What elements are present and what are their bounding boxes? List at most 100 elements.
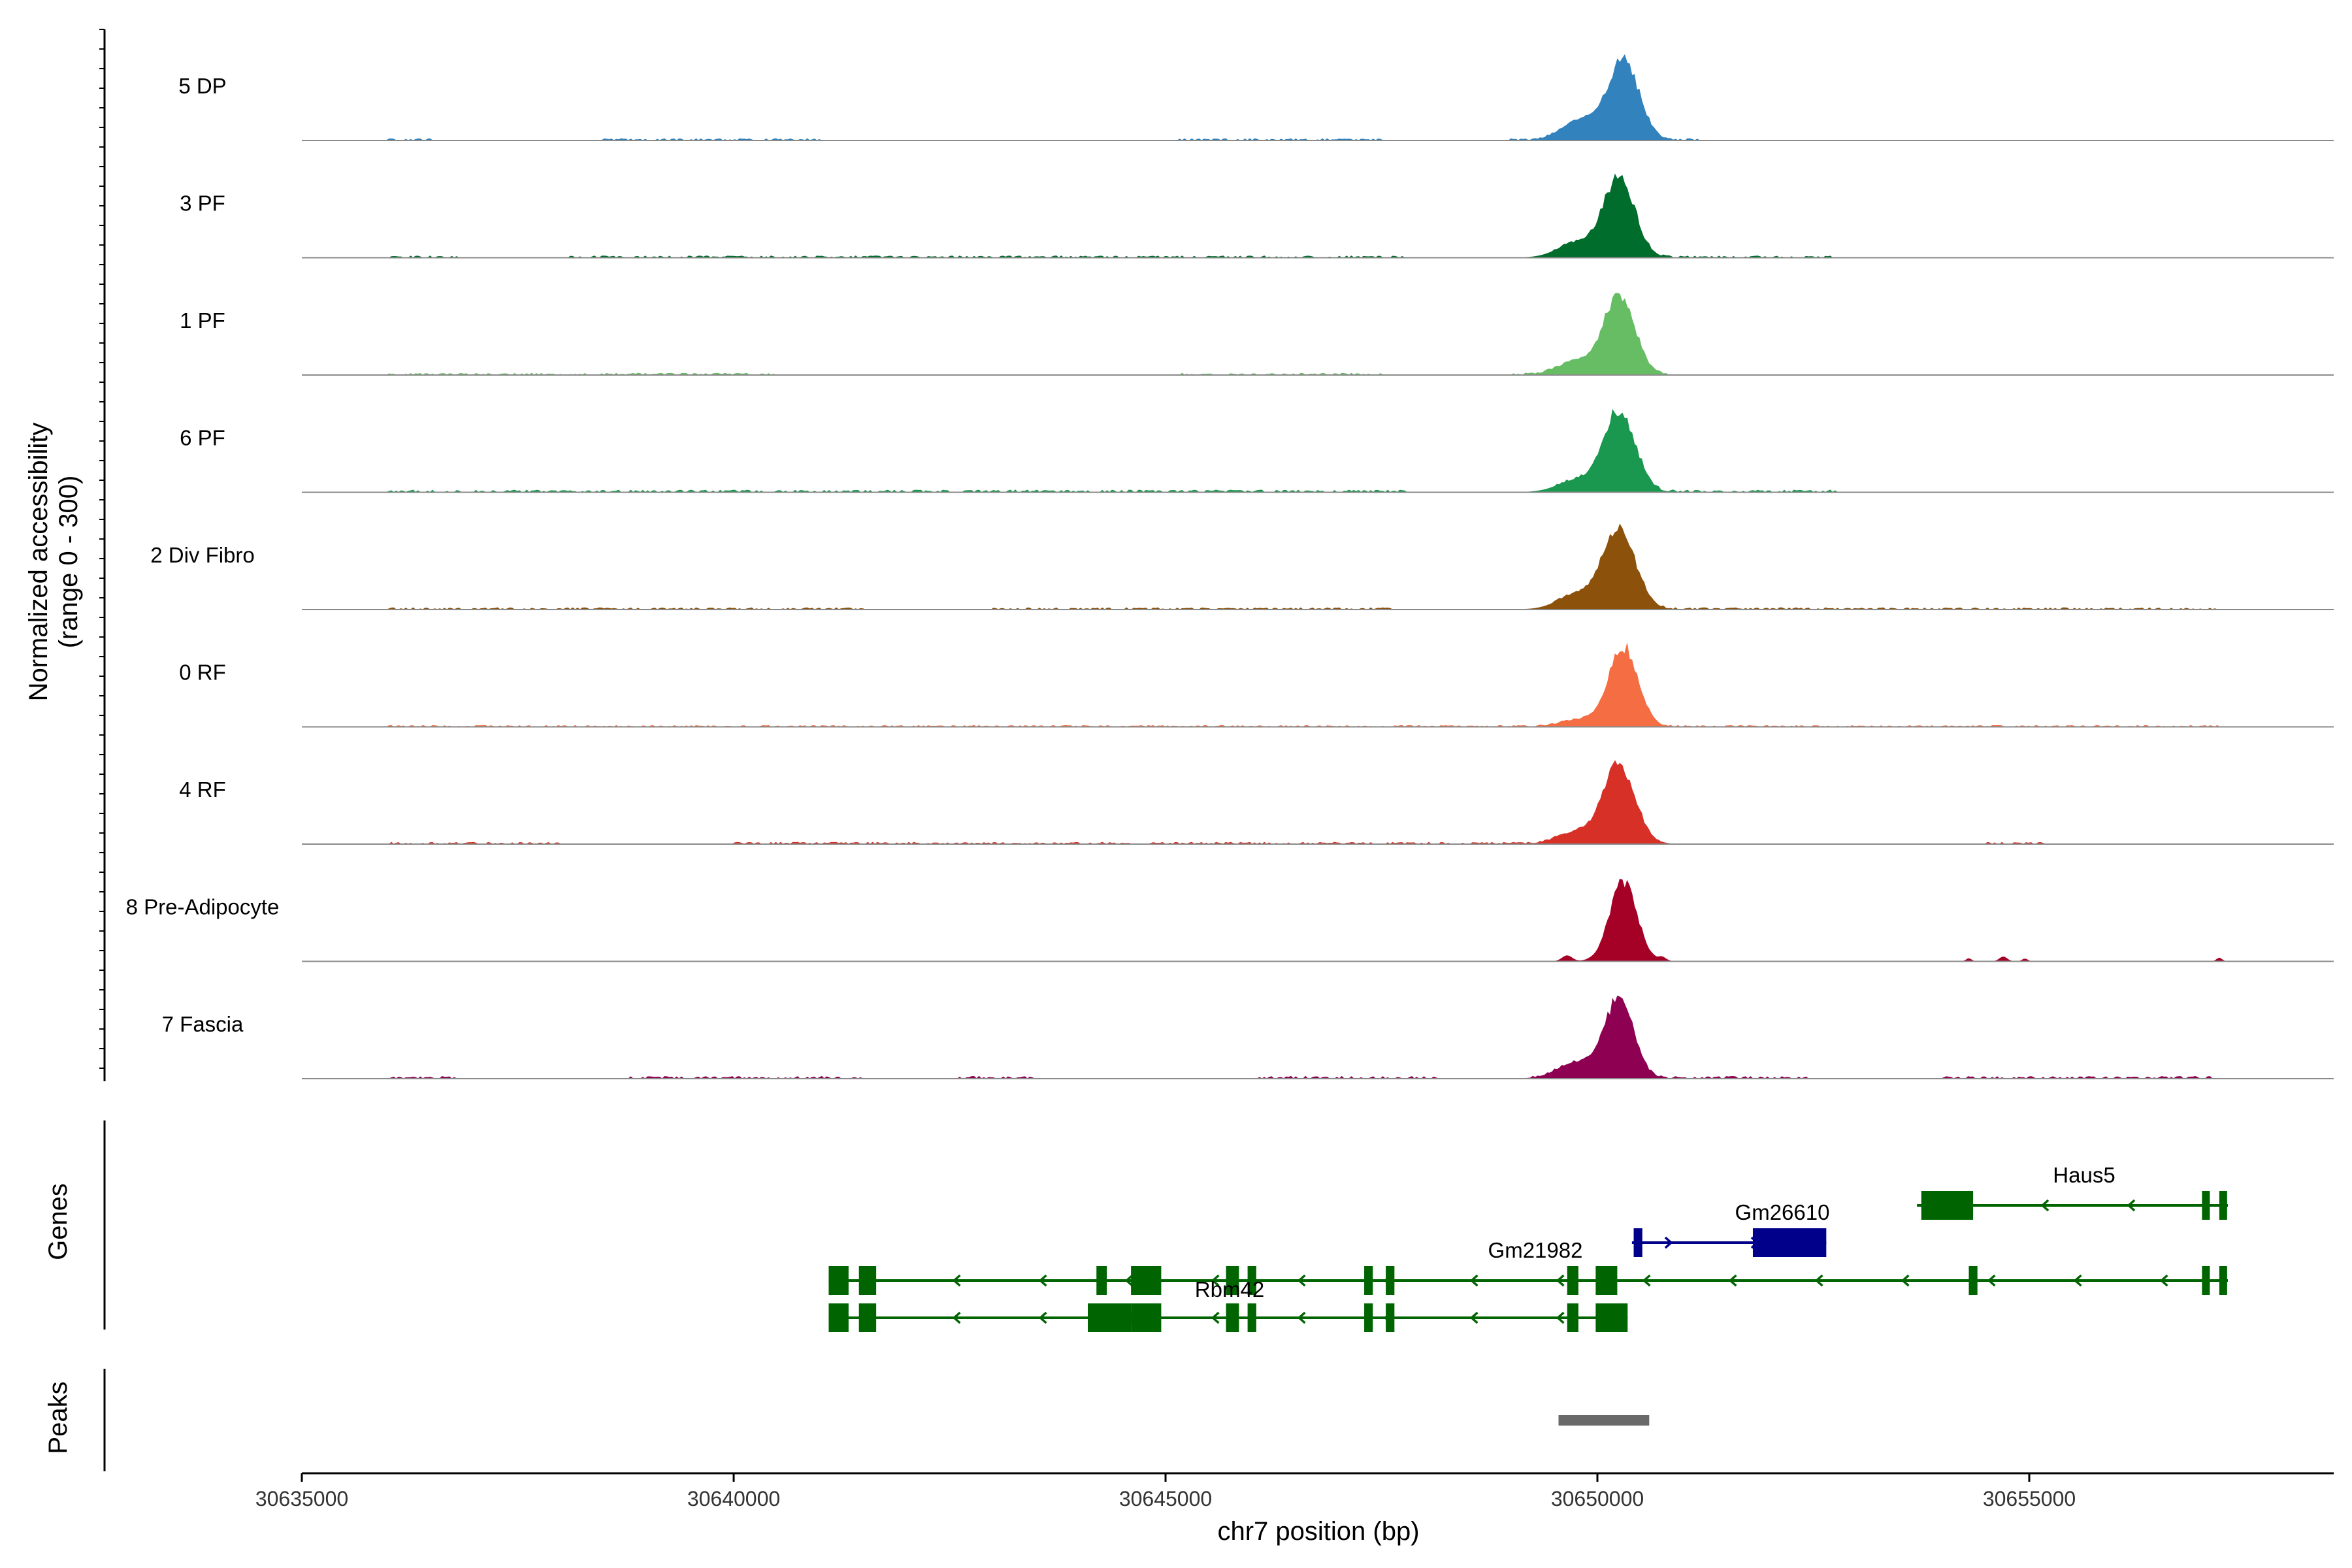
- coverage-track: 0 RF: [179, 643, 2334, 728]
- strand-arrow: [1556, 1311, 1565, 1324]
- peaks-track-label: Peaks: [44, 1381, 73, 1454]
- track-label: 3 PF: [180, 191, 225, 216]
- coverage-track: 4 RF: [179, 760, 2334, 845]
- gene-exon: [1096, 1266, 1107, 1295]
- coverage-track: 3 PF: [180, 173, 2334, 259]
- strand-arrow: [1642, 1274, 1651, 1287]
- gene-exon: [1364, 1303, 1373, 1332]
- strand-arrow: [2159, 1274, 2168, 1287]
- gene-model: Gm21982: [1488, 1238, 1645, 1295]
- strand-arrow: [1901, 1274, 1910, 1287]
- strand-arrow: [1211, 1274, 1220, 1287]
- coverage-area: [380, 523, 2229, 610]
- coverage-tracks: 5 DP 3 PF 1 PF 6 PF 2 Div Fibro 0 RF 4 RF 8 Pre…: [99, 29, 2334, 1081]
- strand-arrow: [1211, 1311, 1220, 1324]
- strand-arrow: [2073, 1274, 2082, 1287]
- coverage-area: [380, 173, 2229, 259]
- y-axis-label-line2: (range 0 - 300): [54, 476, 83, 649]
- gene-exon: [1247, 1303, 1256, 1332]
- track-label: 2 Div Fibro: [150, 543, 255, 567]
- gene-track: Haus5 Gm26610 Gm21982 Rbm42: [103, 1120, 2229, 1332]
- strand-arrow: [1469, 1311, 1478, 1324]
- coverage-track: 5 DP: [178, 54, 2334, 141]
- strand-arrow: [952, 1311, 961, 1324]
- gene-exon: [828, 1266, 849, 1295]
- gene-exon: [1567, 1303, 1578, 1332]
- gene-exon: [1247, 1266, 1256, 1295]
- strand-arrow: [952, 1274, 961, 1287]
- strand-arrow: [1664, 1236, 1673, 1249]
- gene-exon: [1131, 1266, 1162, 1295]
- gene-label: Gm21982: [1488, 1238, 1583, 1262]
- coverage-track: 6 PF: [180, 408, 2334, 493]
- gene-exon: [1226, 1266, 1239, 1295]
- strand-arrow: [2040, 1199, 2050, 1212]
- gene-model: [828, 1303, 1628, 1332]
- coverage-track: 1 PF: [180, 293, 2334, 376]
- gene-exon: [2202, 1191, 2210, 1220]
- peak-track: [103, 1369, 1650, 1471]
- x-axis-label: chr7 position (bp): [1217, 1517, 1419, 1546]
- coverage-area: [380, 54, 2229, 141]
- gene-exon: [2219, 1266, 2227, 1295]
- gene-exon: [1921, 1191, 1974, 1220]
- x-tick-label: 30655000: [1983, 1487, 2076, 1511]
- strand-arrow: [1038, 1311, 1047, 1324]
- gene-exon: [1386, 1303, 1395, 1332]
- gene-model: Rbm42: [828, 1266, 2229, 1301]
- gene-exon: [1752, 1228, 1827, 1257]
- x-axis: 30635000 30640000 30645000 30650000 30655000: [255, 1472, 2334, 1511]
- coverage-track: 8 Pre-Adipocyte: [126, 878, 2334, 962]
- coverage-area: [380, 760, 2229, 845]
- coverage-area: [380, 995, 2229, 1079]
- gene-model: Haus5: [1917, 1163, 2229, 1220]
- gene-exon: [1364, 1266, 1373, 1295]
- strand-arrow: [1728, 1274, 1737, 1287]
- gene-exon: [1386, 1266, 1395, 1295]
- gene-label: Rbm42: [1195, 1277, 1264, 1301]
- gene-label: Gm26610: [1735, 1200, 1830, 1224]
- gene-exon: [1595, 1303, 1628, 1332]
- strand-arrow: [1814, 1274, 1823, 1287]
- y-axis-label: Normalized accessibility (range 0 - 300): [24, 423, 83, 702]
- coverage-area: [380, 878, 2229, 962]
- track-label: 5 DP: [178, 74, 226, 98]
- track-label: 7 Fascia: [162, 1012, 244, 1036]
- strand-arrow: [1469, 1274, 1478, 1287]
- track-label: 4 RF: [179, 777, 226, 802]
- strand-arrow: [1038, 1274, 1047, 1287]
- gene-exon: [2219, 1191, 2227, 1220]
- strand-arrow: [2127, 1199, 2136, 1212]
- strand-arrow: [1297, 1311, 1306, 1324]
- gene-exon: [1968, 1266, 1978, 1295]
- gene-exon: [2202, 1266, 2210, 1295]
- gene-exon: [1226, 1303, 1239, 1332]
- x-tick-label: 30640000: [687, 1487, 780, 1511]
- track-label: 8 Pre-Adipocyte: [126, 895, 280, 919]
- gene-exon: [858, 1303, 877, 1332]
- y-axis-label-line1: Normalized accessibility: [24, 423, 53, 702]
- track-label: 0 RF: [179, 661, 226, 685]
- gene-exon: [1131, 1303, 1162, 1332]
- track-label: 1 PF: [180, 308, 225, 333]
- coverage-track: 7 Fascia: [162, 995, 2334, 1079]
- strand-arrow: [1124, 1274, 1134, 1287]
- peak-region: [1558, 1415, 1650, 1426]
- gene-model: Gm26610: [1631, 1200, 1830, 1257]
- x-tick-label: 30645000: [1119, 1487, 1212, 1511]
- gene-exon: [1088, 1303, 1132, 1332]
- strand-arrow: [1297, 1274, 1306, 1287]
- gene-exon: [1633, 1228, 1642, 1257]
- coverage-area: [380, 643, 2229, 728]
- gene-exon: [858, 1266, 877, 1295]
- y-axis: [99, 29, 106, 1081]
- genes-track-label: Genes: [44, 1183, 73, 1260]
- coverage-track: 2 Div Fibro: [150, 523, 2334, 610]
- coverage-area: [380, 293, 2229, 376]
- strand-arrow: [1556, 1274, 1565, 1287]
- gene-label: Haus5: [2053, 1163, 2115, 1187]
- track-label: 6 PF: [180, 426, 225, 450]
- coverage-area: [380, 408, 2229, 493]
- x-tick-label: 30635000: [255, 1487, 348, 1511]
